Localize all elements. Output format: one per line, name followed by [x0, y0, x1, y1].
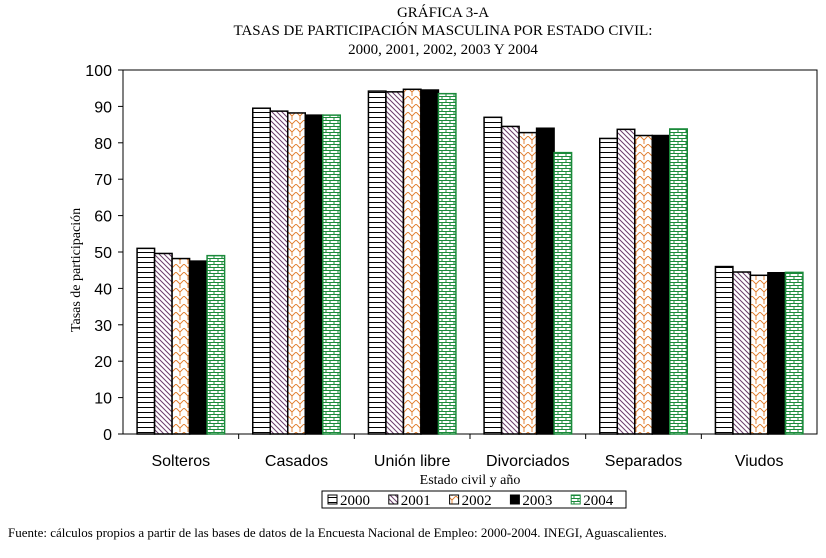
legend-swatch-2001	[388, 494, 399, 505]
legend-label-2001: 2001	[401, 493, 431, 509]
bar-2002-unión-libre	[402, 88, 422, 435]
legend-label-2004: 2004	[583, 493, 614, 509]
y-tick-label: 40	[94, 281, 112, 298]
bar-2002-divorciados	[518, 131, 538, 435]
bar-2004-divorciados	[553, 151, 573, 435]
bar-2000-divorciados	[483, 116, 503, 435]
source-note: Fuente: cálculos propios a partir de las…	[8, 525, 667, 540]
y-tick-label: 30	[94, 318, 112, 335]
y-axis-label: Tasas de participación	[69, 208, 84, 332]
bar-2000-separados	[599, 137, 618, 435]
y-tick-label: 0	[103, 427, 112, 444]
bar-2001-casados	[269, 110, 289, 435]
x-axis-label: Estado civil y año	[420, 473, 521, 488]
bar-2001-solteros	[153, 252, 173, 435]
bar-2003-viudos	[767, 271, 787, 435]
legend-label-2003: 2003	[522, 493, 552, 509]
y-tick-label: 90	[94, 99, 112, 116]
x-tick-label: Separados	[605, 453, 682, 470]
bar-2000-unión-libre	[367, 90, 387, 435]
legend-label-2002: 2002	[462, 493, 492, 509]
legend-label-2000: 2000	[340, 493, 370, 509]
bar-2004-separados	[669, 128, 688, 435]
legend: 2000 2001 2002 2003 2004	[321, 490, 627, 509]
bar-2001-separados	[616, 128, 636, 435]
y-tick-label: 20	[94, 354, 112, 371]
bar-chart: 0 10 20 30 40 50 60 70 80 90 100 Solteros Casados Uni…	[69, 63, 818, 509]
bar-2002-separados	[634, 134, 653, 435]
bar-2002-solteros	[171, 257, 191, 435]
bar-2000-viudos	[714, 265, 734, 435]
x-tick-label: Solteros	[151, 453, 210, 470]
legend-swatch-2000	[327, 494, 338, 505]
bar-2003-casados	[304, 114, 324, 435]
legend-swatch-2003	[509, 494, 520, 505]
bar-2000-casados	[252, 107, 271, 435]
legend-swatch-2004	[570, 494, 581, 505]
bar-2001-viudos	[732, 271, 752, 435]
bar-2004-solteros	[206, 254, 226, 435]
chart-title-line-3: 2000, 2001, 2002, 2003 Y 2004	[348, 42, 538, 58]
bar-2001-divorciados	[500, 125, 520, 435]
x-tick-label: Casados	[265, 453, 328, 470]
bar-2002-casados	[287, 112, 306, 435]
y-tick-label: 50	[94, 245, 112, 262]
bar-2001-unión-libre	[385, 91, 405, 435]
bar-2003-solteros	[188, 260, 208, 435]
y-tick-label: 80	[94, 136, 112, 153]
chart-title-line-1: GRÁFICA 3-A	[396, 5, 490, 21]
legend-swatch-2002	[449, 494, 460, 505]
bar-2003-unión-libre	[420, 89, 440, 435]
x-tick-label: Unión libre	[374, 453, 451, 470]
bar-2003-separados	[651, 134, 671, 435]
y-tick-label: 10	[94, 391, 112, 408]
bar-2000-solteros	[136, 247, 156, 435]
plot-area-frame	[122, 69, 818, 435]
bar-2002-viudos	[749, 274, 769, 435]
x-tick-label: Divorciados	[486, 453, 570, 470]
y-tick-label: 100	[85, 63, 112, 80]
bar-2004-viudos	[784, 271, 804, 435]
chart-title-line-2: TASAS DE PARTICIPACIÓN MASCULINA POR EST…	[233, 23, 653, 39]
x-tick-label: Viudos	[735, 453, 784, 470]
y-tick-label: 60	[94, 209, 112, 226]
y-tick-label: 70	[94, 172, 112, 189]
bar-2003-divorciados	[535, 127, 555, 435]
bar-2004-unión-libre	[437, 92, 457, 435]
bar-2004-casados	[322, 114, 341, 435]
